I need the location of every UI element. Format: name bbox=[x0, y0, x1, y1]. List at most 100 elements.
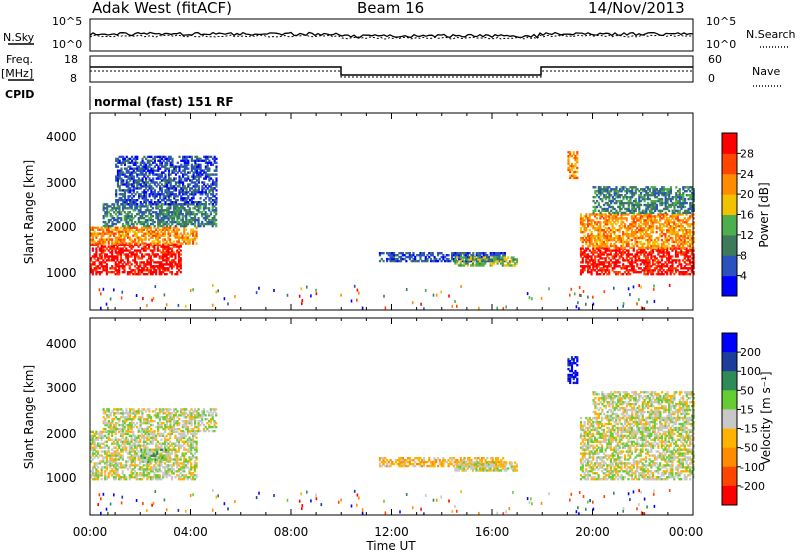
heat-cell-r2 bbox=[185, 220, 188, 224]
heat-cell-r7 bbox=[625, 273, 628, 276]
heat-cell-r3 bbox=[164, 191, 167, 194]
heat-cell-r3 bbox=[150, 169, 153, 172]
heat-cell-r7 bbox=[646, 263, 649, 266]
heat-cell-r7 bbox=[655, 265, 658, 268]
heat-cell-r9 bbox=[638, 199, 641, 203]
heat-cell-r3 bbox=[116, 183, 120, 186]
heat-cell-r2 bbox=[213, 220, 216, 224]
heat-cell-r0 bbox=[125, 436, 128, 439]
heat-cell-r1 bbox=[90, 240, 93, 243]
heat-cell-r3 bbox=[146, 181, 149, 184]
heat-cell-r7 bbox=[667, 261, 671, 264]
heat-cell-r9 bbox=[640, 192, 643, 195]
heat-cell-r3 bbox=[116, 201, 120, 204]
heat-cell-r9 bbox=[617, 205, 620, 209]
heat-cell-r0 bbox=[153, 267, 156, 270]
heat-cell-r3 bbox=[199, 167, 202, 170]
heat-cell-r8 bbox=[634, 233, 637, 236]
heat-cell-r0 bbox=[128, 255, 131, 258]
heat-cell-r3 bbox=[123, 189, 127, 192]
heat-cell-r7 bbox=[690, 267, 693, 270]
heat-cell-r3 bbox=[115, 199, 118, 202]
heat-cell-r0 bbox=[126, 273, 130, 276]
heat-cell-r0 bbox=[179, 261, 182, 264]
heat-cell-r2 bbox=[130, 207, 133, 210]
heat-cell-r0 bbox=[144, 249, 147, 252]
heat-cell-r1 bbox=[192, 228, 195, 231]
heat-cell-r2 bbox=[114, 222, 118, 226]
heat-cell-r7 bbox=[638, 255, 641, 258]
heat-cell-r3 bbox=[141, 169, 144, 172]
heat-cell-r2 bbox=[102, 217, 105, 220]
heat-cell-r1 bbox=[174, 236, 177, 239]
heat-cell-r3 bbox=[160, 199, 164, 202]
heat-cell-r3 bbox=[180, 165, 183, 168]
heat-cell-r8 bbox=[618, 217, 621, 220]
heat-cell-r7 bbox=[660, 259, 663, 262]
heat-cell-r3 bbox=[120, 199, 123, 202]
heat-cell-r3 bbox=[159, 185, 162, 188]
heat-cell-r0 bbox=[126, 460, 130, 463]
heat-cell-r5 bbox=[461, 256, 464, 259]
heat-cell-r7 bbox=[648, 263, 651, 266]
heat-cell-r3 bbox=[182, 197, 185, 200]
heat-cell-r8 bbox=[590, 236, 593, 240]
heat-cell-r8 bbox=[692, 236, 695, 240]
heat-cell-r0 bbox=[114, 478, 117, 481]
heat-cell-r3 bbox=[213, 183, 216, 186]
heat-cell-r9 bbox=[659, 201, 662, 205]
heat-cell-r2 bbox=[181, 217, 184, 220]
heat-cell-r0 bbox=[132, 444, 135, 447]
heat-cell-r1 bbox=[126, 232, 130, 235]
heat-cell-r8 bbox=[618, 225, 621, 228]
heat-cell-r0 bbox=[97, 265, 100, 268]
heat-cell-r8 bbox=[595, 244, 598, 248]
heat-cell-r0 bbox=[95, 247, 98, 250]
heat-cell-r9 bbox=[678, 194, 681, 197]
heat-cell-r8 bbox=[595, 242, 598, 246]
heat-cell-r8 bbox=[681, 213, 685, 216]
heat-cell-r2 bbox=[172, 215, 176, 218]
heat-cell-r2 bbox=[183, 207, 186, 210]
heat-cell-r1 bbox=[155, 232, 158, 235]
heat-cell-r8 bbox=[620, 244, 623, 248]
heat-cell-r1 bbox=[177, 242, 181, 245]
heat-cell-r1 bbox=[186, 242, 189, 245]
heat-cell-r3 bbox=[176, 161, 179, 164]
ground-speckle bbox=[163, 293, 166, 297]
heat-cell-r4 bbox=[498, 252, 501, 255]
heat-cell-r7 bbox=[597, 265, 600, 268]
heat-cell-r3 bbox=[173, 189, 176, 192]
heat-cell-r9 bbox=[611, 207, 614, 211]
heat-cell-r1 bbox=[118, 236, 121, 239]
heat-cell-r0 bbox=[144, 464, 147, 467]
heat-cell-r3 bbox=[194, 201, 197, 204]
heat-cell-r3 bbox=[136, 169, 139, 172]
heat-cell-r9 bbox=[633, 203, 636, 207]
heat-cell-r0 bbox=[135, 464, 138, 467]
heat-cell-r4 bbox=[465, 259, 468, 263]
heat-cell-r0 bbox=[91, 263, 94, 266]
heat-cell-r7 bbox=[692, 263, 695, 266]
heat-cell-r0 bbox=[132, 450, 135, 453]
heat-cell-r7 bbox=[692, 261, 695, 264]
heat-cell-r3 bbox=[180, 197, 183, 200]
heat-cell-r3 bbox=[157, 201, 160, 204]
heat-cell-r8 bbox=[583, 231, 586, 234]
heat-cell-r6 bbox=[574, 162, 577, 166]
heat-cell-r8 bbox=[585, 215, 588, 218]
heat-cell-r2 bbox=[158, 205, 161, 208]
heat-cell-r2 bbox=[213, 222, 216, 226]
heat-cell-r9 bbox=[615, 186, 618, 189]
heat-cell-r3 bbox=[213, 155, 216, 159]
heat-cell-r2 bbox=[211, 209, 214, 212]
ground-speckle bbox=[528, 296, 531, 300]
heat-cell-r4 bbox=[484, 252, 487, 255]
heat-cell-r3 bbox=[152, 179, 155, 182]
heat-cell-r8 bbox=[653, 217, 656, 220]
heat-cell-r0 bbox=[165, 269, 168, 272]
heat-cell-r2 bbox=[144, 209, 147, 212]
heat-cell-r7 bbox=[671, 265, 674, 268]
heat-cell-r3 bbox=[131, 167, 134, 170]
heat-cell-r8 bbox=[664, 225, 667, 228]
